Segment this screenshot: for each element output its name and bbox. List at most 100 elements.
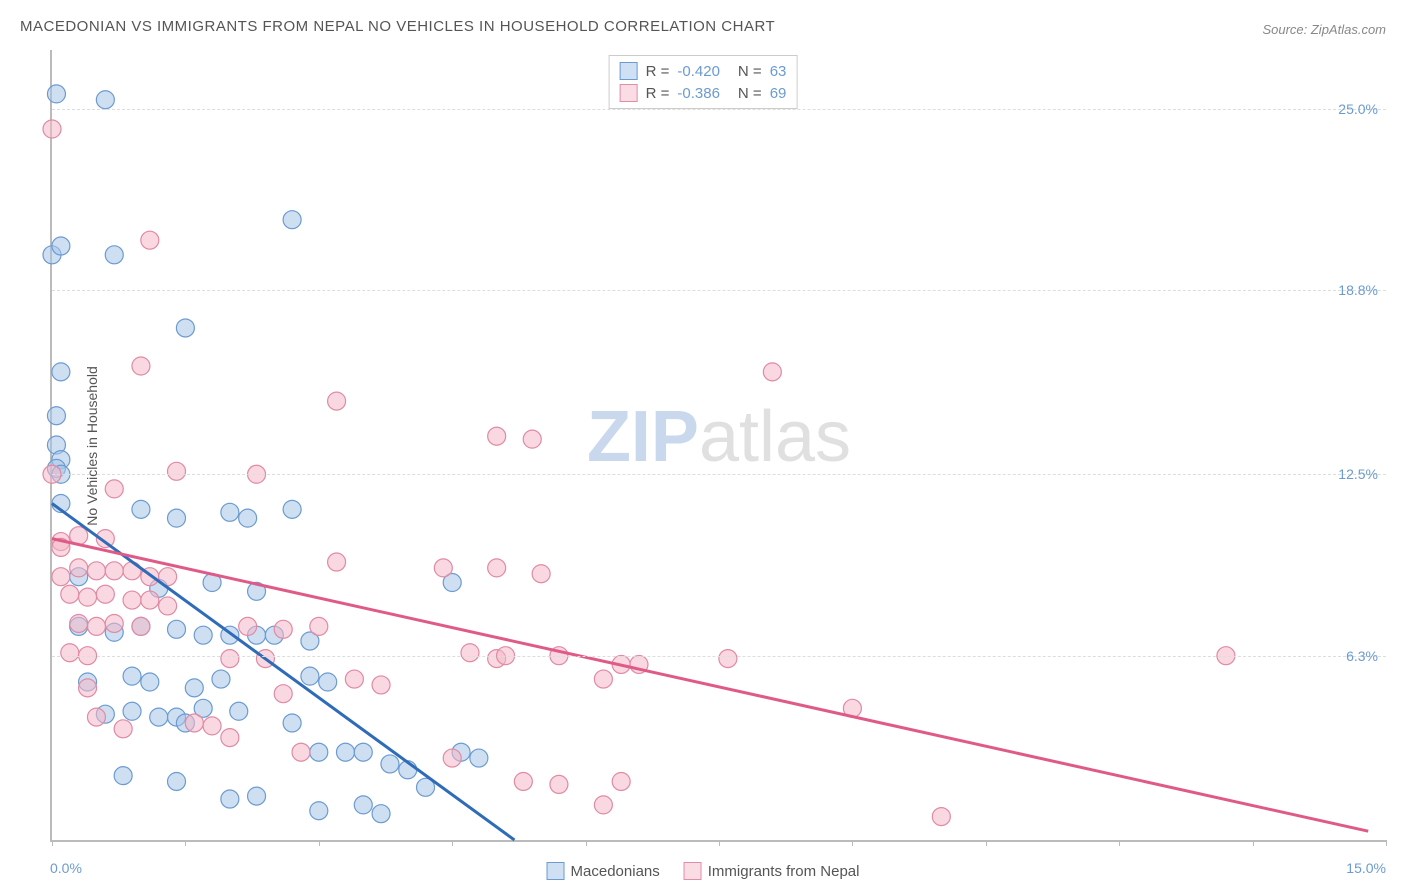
scatter-point	[114, 720, 132, 738]
scatter-point	[763, 363, 781, 381]
scatter-point	[194, 626, 212, 644]
source-attribution: Source: ZipAtlas.com	[1262, 22, 1386, 37]
x-tick	[852, 840, 853, 846]
stat-n-value: 69	[770, 85, 787, 102]
x-tick	[986, 840, 987, 846]
scatter-point	[141, 673, 159, 691]
scatter-point	[239, 617, 257, 635]
scatter-point	[47, 407, 65, 425]
scatter-point	[185, 679, 203, 697]
stat-n-label: N =	[738, 85, 762, 102]
scatter-point	[274, 685, 292, 703]
stat-legend-row: R = -0.386 N = 69	[620, 82, 787, 104]
scatter-point	[47, 85, 65, 103]
x-tick	[319, 840, 320, 846]
y-tick-label: 18.8%	[1338, 282, 1378, 298]
scatter-point	[79, 679, 97, 697]
scatter-point	[105, 480, 123, 498]
scatter-point	[336, 743, 354, 761]
scatter-point	[52, 363, 70, 381]
scatter-point	[550, 775, 568, 793]
scatter-point	[310, 617, 328, 635]
scatter-point	[488, 559, 506, 577]
grid-line	[52, 474, 1386, 475]
x-tick	[1386, 840, 1387, 846]
bottom-legend-item: Macedonians	[547, 862, 660, 880]
y-tick-label: 12.5%	[1338, 466, 1378, 482]
scatter-point	[488, 427, 506, 445]
x-tick	[185, 840, 186, 846]
scatter-point	[434, 559, 452, 577]
scatter-point	[96, 91, 114, 109]
bottom-legend-label: Macedonians	[571, 863, 660, 880]
scatter-point	[105, 246, 123, 264]
plot-area: ZIPatlas 6.3%12.5%18.8%25.0%	[50, 50, 1386, 842]
scatter-point	[150, 708, 168, 726]
scatter-point	[123, 591, 141, 609]
scatter-point	[185, 714, 203, 732]
stat-legend: R = -0.420 N = 63 R = -0.386 N = 69	[609, 55, 798, 109]
scatter-point	[70, 559, 88, 577]
scatter-point	[132, 617, 150, 635]
scatter-point	[319, 673, 337, 691]
legend-swatch-icon	[620, 62, 638, 80]
trend-line	[52, 539, 1368, 832]
scatter-point	[168, 772, 186, 790]
scatter-point	[52, 568, 70, 586]
stat-legend-row: R = -0.420 N = 63	[620, 60, 787, 82]
x-tick	[52, 840, 53, 846]
scatter-point	[61, 644, 79, 662]
legend-swatch-icon	[620, 84, 638, 102]
scatter-point	[96, 585, 114, 603]
scatter-point	[168, 620, 186, 638]
scatter-point	[87, 562, 105, 580]
scatter-point	[514, 772, 532, 790]
scatter-point	[168, 462, 186, 480]
x-tick	[586, 840, 587, 846]
y-tick-label: 25.0%	[1338, 101, 1378, 117]
scatter-point	[274, 620, 292, 638]
x-tick-label: 0.0%	[50, 860, 82, 876]
scatter-point	[141, 591, 159, 609]
scatter-point	[443, 749, 461, 767]
scatter-point	[221, 790, 239, 808]
scatter-point	[159, 597, 177, 615]
y-tick-label: 6.3%	[1346, 648, 1378, 664]
scatter-point	[354, 743, 372, 761]
scatter-point	[123, 702, 141, 720]
bottom-legend-item: Immigrants from Nepal	[684, 862, 860, 880]
stat-r-value: -0.386	[677, 85, 720, 102]
stat-n-value: 63	[770, 63, 787, 80]
scatter-point	[372, 805, 390, 823]
chart-title: MACEDONIAN VS IMMIGRANTS FROM NEPAL NO V…	[20, 18, 775, 35]
stat-n-label: N =	[738, 63, 762, 80]
scatter-point	[301, 667, 319, 685]
x-tick	[1253, 840, 1254, 846]
scatter-point	[203, 717, 221, 735]
scatter-point	[61, 585, 79, 603]
scatter-point	[310, 743, 328, 761]
scatter-point	[248, 787, 266, 805]
scatter-point	[354, 796, 372, 814]
scatter-point	[239, 509, 257, 527]
scatter-point	[594, 796, 612, 814]
scatter-point	[141, 231, 159, 249]
scatter-point	[594, 670, 612, 688]
scatter-point	[105, 614, 123, 632]
grid-line	[52, 656, 1386, 657]
scatter-point	[168, 509, 186, 527]
legend-swatch-icon	[684, 862, 702, 880]
scatter-point	[328, 553, 346, 571]
scatter-point	[70, 614, 88, 632]
scatter-point	[461, 644, 479, 662]
chart-svg	[52, 50, 1386, 840]
scatter-point	[283, 714, 301, 732]
scatter-point	[372, 676, 390, 694]
scatter-point	[381, 755, 399, 773]
scatter-point	[283, 500, 301, 518]
scatter-point	[719, 650, 737, 668]
scatter-point	[328, 392, 346, 410]
scatter-point	[212, 670, 230, 688]
scatter-point	[310, 802, 328, 820]
scatter-point	[932, 808, 950, 826]
